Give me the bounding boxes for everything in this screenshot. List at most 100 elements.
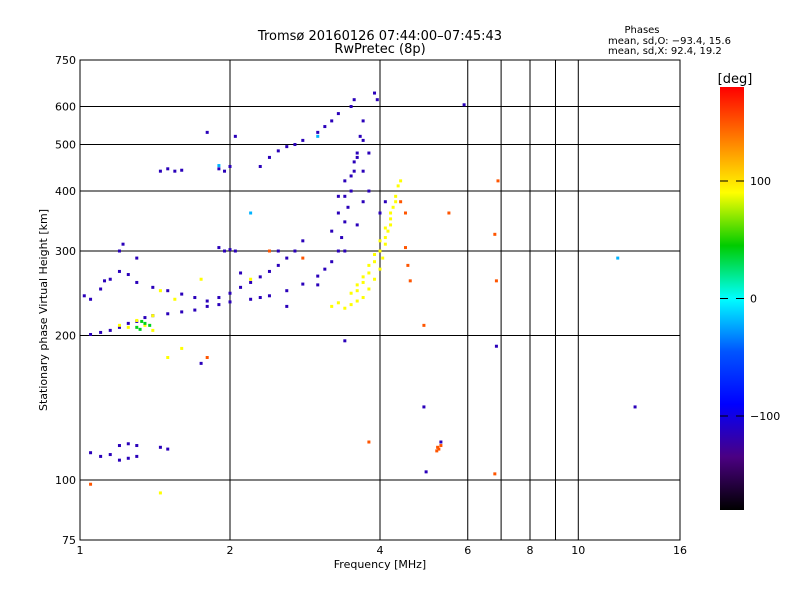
data-point [258, 296, 262, 300]
data-point [267, 155, 271, 159]
data-point [336, 249, 340, 253]
data-point [403, 246, 407, 250]
phase-info-o-mode: mean, sd,O: −93.4, 15.6 [608, 36, 731, 47]
data-point [391, 205, 395, 209]
data-point [267, 294, 271, 298]
data-point [330, 119, 334, 123]
data-point [173, 169, 177, 173]
axis-ticks: 1 2 4 6 8 10 16 75 100 200 300 400 500 600 750 [55, 54, 687, 557]
data-point [301, 138, 305, 142]
data-point [158, 491, 162, 495]
data-point [199, 277, 203, 281]
data-point [276, 263, 280, 267]
data-point [249, 280, 253, 284]
data-point [462, 103, 466, 107]
data-point [126, 325, 130, 329]
data-point [158, 445, 162, 449]
data-point [367, 189, 371, 193]
data-point [336, 194, 340, 198]
data-point [89, 332, 93, 336]
data-point [267, 249, 271, 253]
x-tick-label: 10 [571, 544, 585, 557]
data-point [361, 119, 365, 123]
data-point [258, 164, 262, 168]
data-point [373, 260, 377, 264]
data-point [143, 323, 147, 327]
chart-title: Tromsø 20160126 07:44:00–07:45:43 [257, 29, 502, 44]
data-point [126, 273, 130, 277]
data-point [399, 179, 403, 183]
data-point [138, 327, 142, 331]
data-point [199, 361, 203, 365]
x-tick-label: 8 [527, 544, 534, 557]
x-tick-label: 6 [464, 544, 471, 557]
data-point [121, 242, 125, 246]
data-point [355, 283, 359, 287]
data-point [378, 239, 382, 243]
data-point [494, 344, 498, 348]
data-point [82, 294, 86, 298]
data-point [349, 303, 353, 307]
y-axis-label: Stationary phase Virtual Height [km] [37, 209, 50, 411]
data-point [193, 308, 197, 312]
data-point [358, 134, 362, 138]
data-point [340, 236, 344, 240]
data-point [355, 155, 359, 159]
y-tick-label: 500 [55, 139, 76, 152]
data-point [330, 304, 334, 308]
data-point [117, 444, 121, 448]
data-point [367, 271, 371, 275]
data-point [301, 282, 305, 286]
data-point [158, 169, 162, 173]
data-point [217, 303, 221, 307]
data-point [126, 442, 130, 446]
data-point [239, 271, 243, 275]
data-point [352, 160, 356, 164]
data-point [151, 285, 155, 289]
data-point [406, 263, 410, 267]
data-point [361, 200, 365, 204]
data-point [117, 323, 121, 327]
data-point [135, 256, 139, 260]
data-point [135, 318, 139, 322]
data-point [205, 304, 209, 308]
data-point [193, 296, 197, 300]
data-point [151, 328, 155, 332]
data-point [439, 440, 443, 444]
data-point [151, 314, 155, 318]
data-point [389, 223, 393, 227]
data-point [180, 346, 184, 350]
data-point [228, 248, 232, 252]
data-point [173, 297, 177, 301]
data-point [228, 164, 232, 168]
y-tick-label: 400 [55, 185, 76, 198]
data-point [396, 184, 400, 188]
data-point [494, 279, 498, 283]
data-point [180, 310, 184, 314]
colorbar-tick-label: −100 [750, 410, 780, 423]
data-point [361, 275, 365, 279]
data-point [375, 98, 379, 102]
data-point [89, 297, 93, 301]
data-point [439, 444, 443, 448]
data-point [373, 91, 377, 95]
data-point [361, 138, 365, 142]
data-point [386, 229, 390, 233]
data-point [383, 236, 387, 240]
data-point [258, 275, 262, 279]
data-point [383, 226, 387, 230]
data-point [166, 447, 170, 451]
data-point [408, 279, 412, 283]
data-point [117, 325, 121, 329]
data-point [330, 229, 334, 233]
data-point [346, 205, 350, 209]
data-point [166, 312, 170, 316]
data-point [343, 194, 347, 198]
y-tick-label: 750 [55, 54, 76, 67]
data-point [422, 323, 426, 327]
data-point [349, 174, 353, 178]
data-point [233, 134, 237, 138]
data-point [381, 256, 385, 260]
data-point [343, 220, 347, 224]
